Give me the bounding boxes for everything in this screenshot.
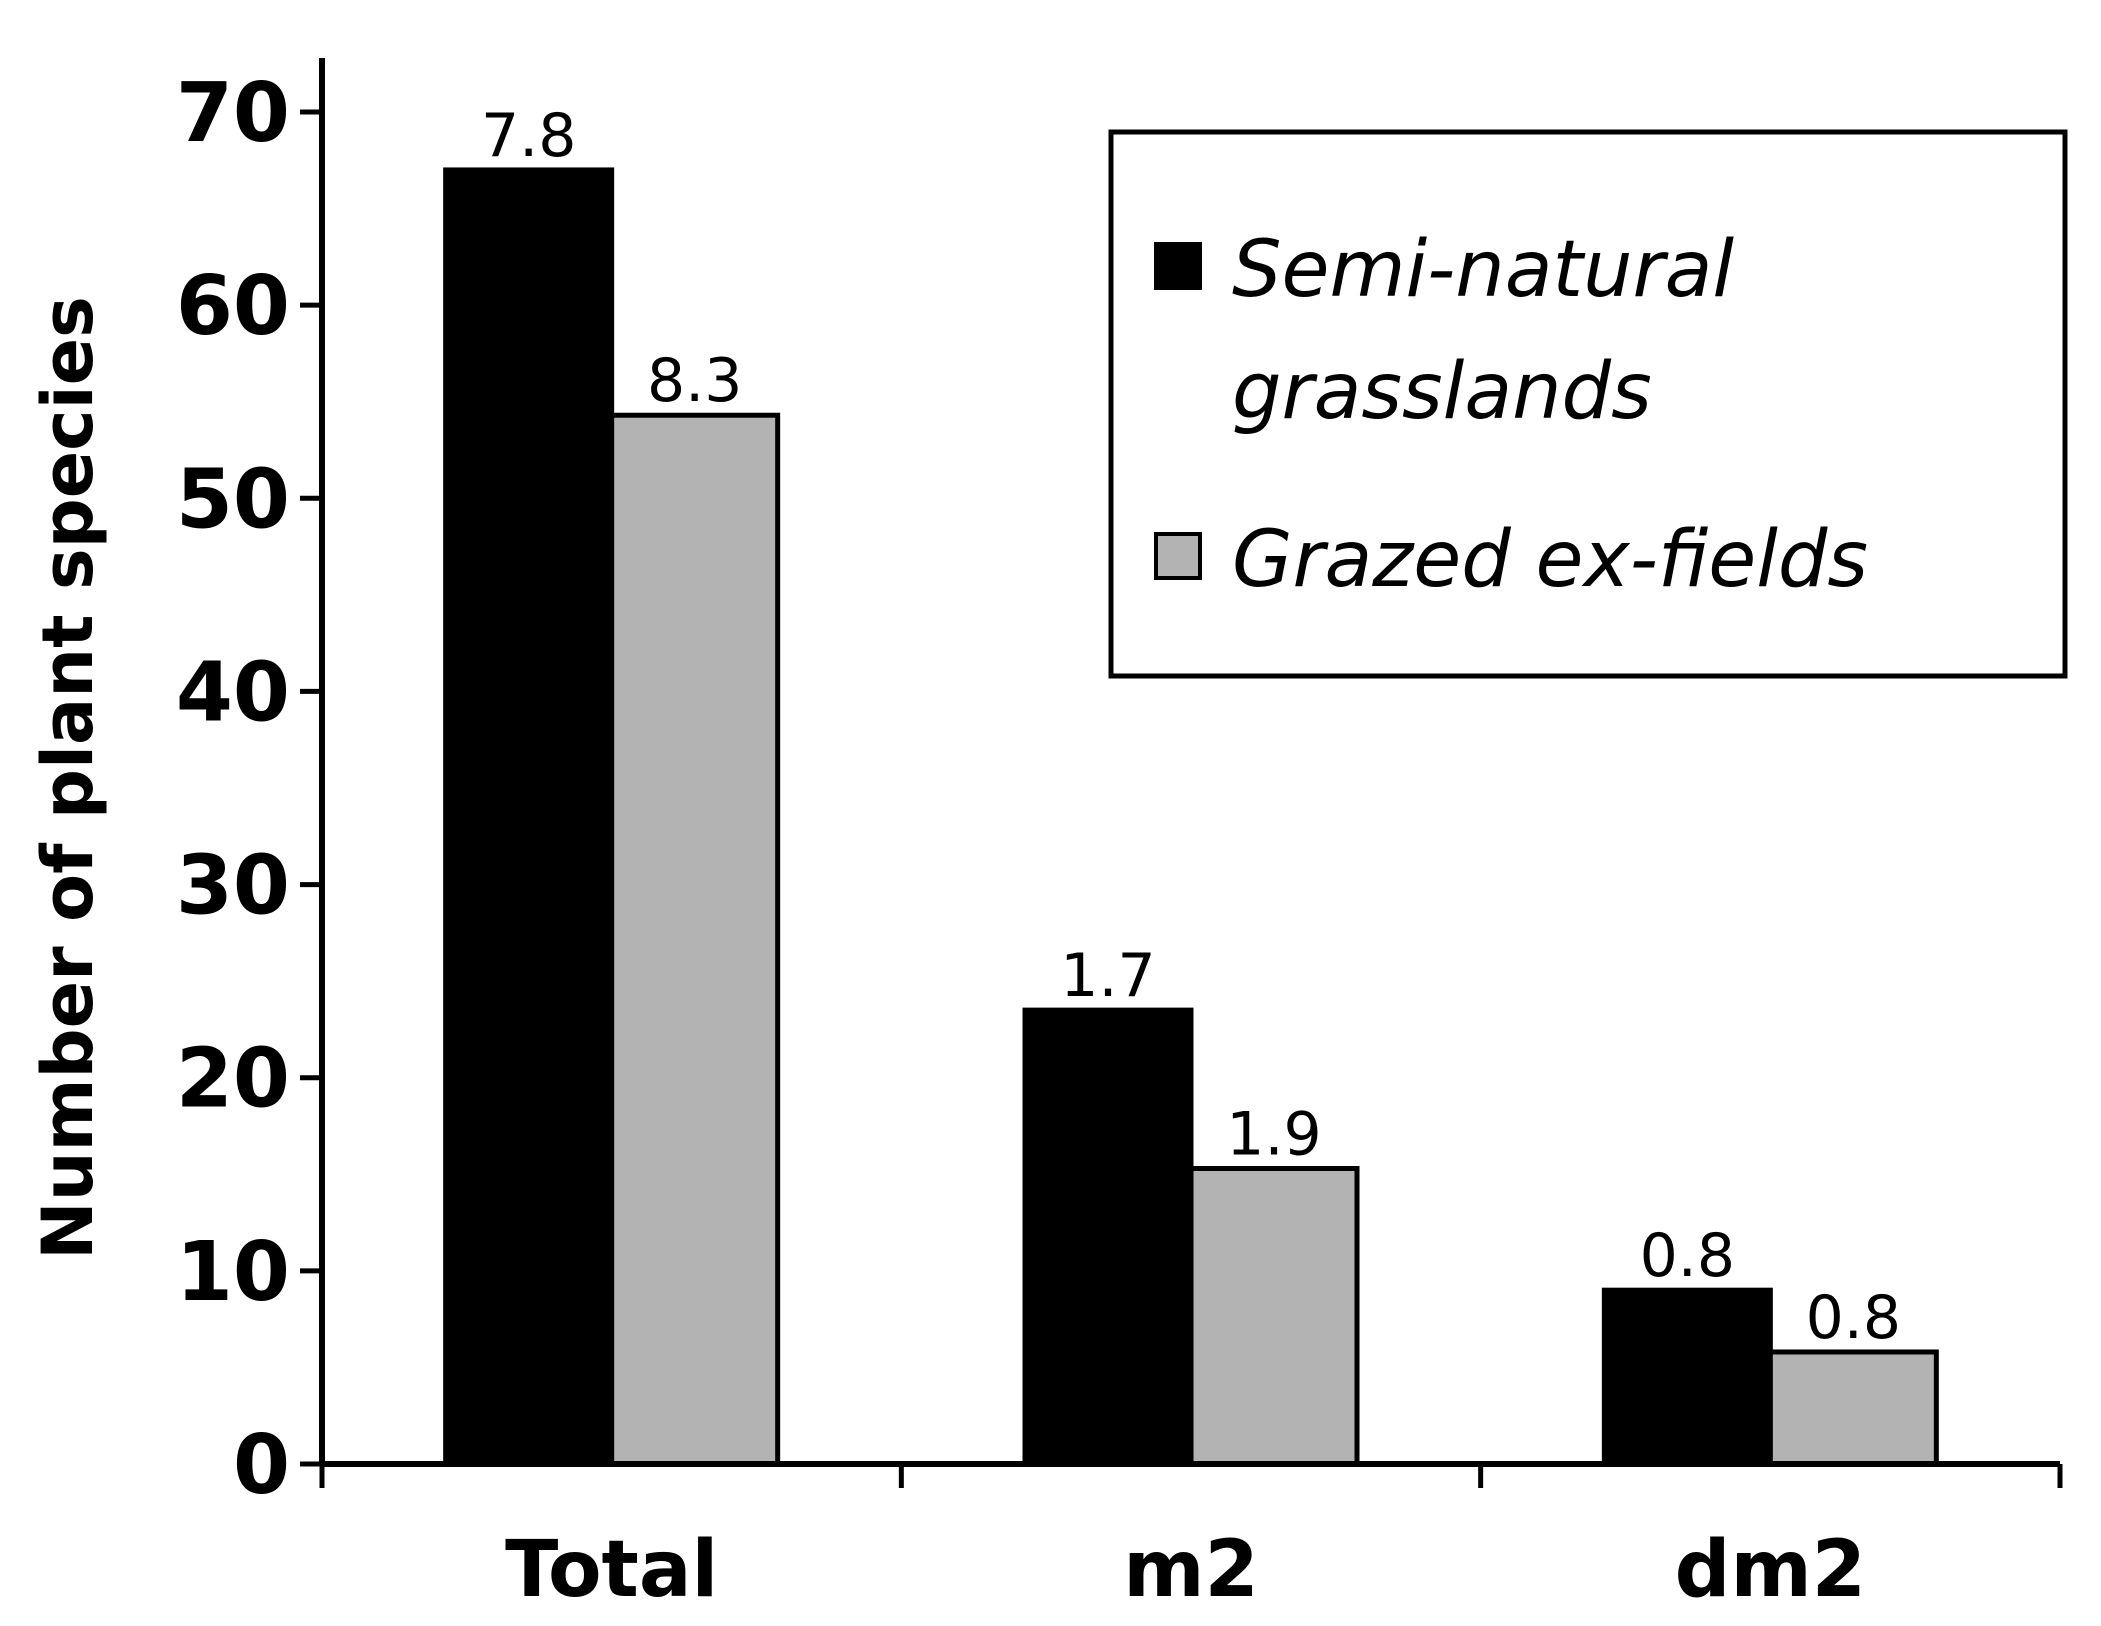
y-axis-title: Number of plant species bbox=[27, 296, 109, 1260]
data-label: 1.7 bbox=[1060, 941, 1155, 1011]
y-tick-label: 10 bbox=[176, 1225, 290, 1320]
x-axis: Total m2 dm2 bbox=[319, 1461, 2063, 1615]
legend-label: Semi-natural bbox=[1232, 225, 1734, 315]
legend-label: grasslands bbox=[1232, 347, 1652, 437]
bar-semi-natural-m2 bbox=[1022, 1007, 1194, 1467]
bars bbox=[443, 167, 1939, 1467]
bar-grazed-total bbox=[609, 412, 781, 1467]
y-tick-label: 50 bbox=[176, 452, 290, 547]
y-tick-label: 20 bbox=[176, 1032, 290, 1127]
y-tick-label: 60 bbox=[176, 259, 290, 354]
y-tick-label: 0 bbox=[233, 1418, 290, 1513]
bar-grazed-dm2 bbox=[1767, 1349, 1939, 1467]
y-tick-label: 30 bbox=[176, 839, 290, 934]
bar-grazed-m2 bbox=[1188, 1165, 1360, 1467]
legend-swatch bbox=[1154, 242, 1202, 290]
bar-semi-natural-dm2 bbox=[1601, 1287, 1773, 1467]
bar-semi-natural-total bbox=[443, 167, 615, 1467]
legend: Semi-natural grasslands Grazed ex-fields bbox=[1108, 129, 2068, 679]
y-tick-label: 40 bbox=[176, 645, 290, 740]
data-labels: 7.8 8.3 1.7 1.9 0.8 0.8 bbox=[481, 101, 1901, 1353]
y-axis-ticks: 0 10 20 30 40 50 60 70 bbox=[176, 66, 322, 1513]
y-tick-label: 70 bbox=[176, 66, 290, 161]
x-tick-label: m2 bbox=[1123, 1525, 1259, 1615]
legend-label: Grazed ex-fields bbox=[1232, 515, 1868, 605]
legend-swatch bbox=[1154, 532, 1202, 580]
data-label: 0.8 bbox=[1806, 1283, 1901, 1353]
data-label: 1.9 bbox=[1226, 1099, 1321, 1169]
data-label: 7.8 bbox=[481, 101, 576, 171]
legend-box bbox=[1108, 129, 2068, 679]
data-label: 8.3 bbox=[647, 346, 742, 416]
data-label: 0.8 bbox=[1640, 1221, 1735, 1291]
x-tick-label: Total bbox=[505, 1525, 718, 1615]
x-tick-label: dm2 bbox=[1675, 1525, 1866, 1615]
